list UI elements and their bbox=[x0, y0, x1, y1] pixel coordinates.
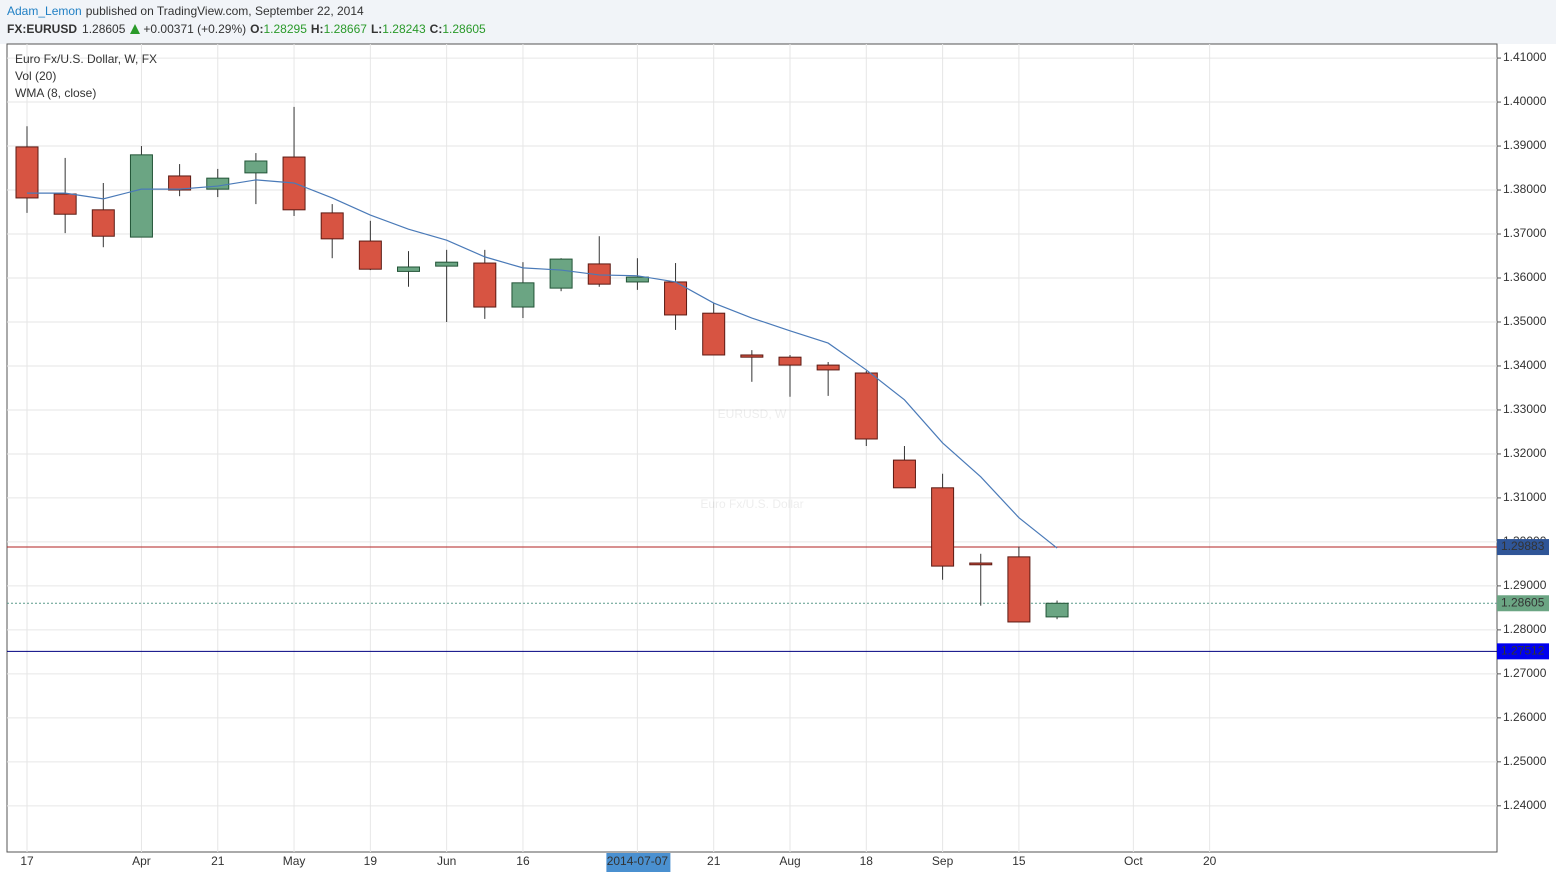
candle-body bbox=[15, 146, 39, 199]
candle-body bbox=[358, 240, 382, 270]
candle-body bbox=[931, 487, 955, 567]
symbol: FX:EURUSD bbox=[7, 22, 77, 36]
y-tick-label: 1.35000 bbox=[1503, 314, 1547, 328]
legend-entry: WMA (8, close) bbox=[15, 86, 96, 100]
candle-body bbox=[740, 354, 764, 358]
candle-body bbox=[206, 177, 230, 190]
candle-body bbox=[702, 312, 726, 356]
candle-body bbox=[892, 459, 916, 489]
y-tick-label: 1.25000 bbox=[1503, 754, 1547, 768]
candle-body bbox=[435, 261, 459, 267]
candle-body bbox=[778, 356, 802, 366]
ohlc-label: C: bbox=[430, 22, 443, 36]
x-tick-label: 2014-07-07 bbox=[607, 854, 669, 868]
x-tick-label: 15 bbox=[1012, 854, 1026, 868]
ohlc-label: O: bbox=[250, 22, 263, 36]
y-tick-label: 1.32000 bbox=[1503, 446, 1547, 460]
y-tick-label: 1.24000 bbox=[1503, 798, 1547, 812]
y-tick-label: 1.33000 bbox=[1503, 402, 1547, 416]
y-tick-label: 1.41000 bbox=[1503, 50, 1547, 64]
wma-line bbox=[27, 179, 1058, 549]
author[interactable]: Adam_Lemon bbox=[7, 4, 82, 18]
last: 1.28605 bbox=[82, 22, 126, 36]
x-tick-label: 18 bbox=[860, 854, 874, 868]
y-tick-label: 1.39000 bbox=[1503, 138, 1547, 152]
price-label: 1.29883 bbox=[1501, 539, 1545, 553]
ohlc-value: 1.28605 bbox=[442, 22, 486, 36]
ohlc-label: L: bbox=[371, 22, 382, 36]
price-label-bg bbox=[1497, 595, 1549, 612]
y-tick-label: 1.36000 bbox=[1503, 270, 1547, 284]
up-arrow bbox=[130, 24, 140, 34]
candle-body bbox=[511, 282, 535, 308]
header-bar bbox=[0, 0, 1556, 44]
candle-body bbox=[244, 160, 268, 174]
x-tick-label: 19 bbox=[364, 854, 378, 868]
candle-body bbox=[473, 262, 497, 308]
price-label-bg bbox=[1497, 643, 1549, 660]
y-tick-label: 1.31000 bbox=[1503, 490, 1547, 504]
y-tick-label: 1.38000 bbox=[1503, 182, 1547, 196]
ohlc-value: 1.28295 bbox=[264, 22, 308, 36]
watermark: EURUSD, W bbox=[718, 407, 787, 421]
legend-entry: Vol (20) bbox=[15, 69, 56, 83]
y-tick-label: 1.34000 bbox=[1503, 358, 1547, 372]
candle-body bbox=[854, 372, 878, 440]
x-tick-label: May bbox=[283, 854, 306, 868]
y-tick-label: 1.26000 bbox=[1503, 710, 1547, 724]
candle-body bbox=[549, 258, 573, 289]
change: +0.00371 (+0.29%) bbox=[143, 22, 246, 36]
x-tick-label: Aug bbox=[779, 854, 800, 868]
candle-body bbox=[168, 175, 192, 191]
plot-border bbox=[6, 43, 1498, 853]
candle-body bbox=[320, 212, 344, 240]
price-label-bg bbox=[1497, 539, 1549, 556]
candle-body bbox=[53, 193, 77, 215]
candle-body bbox=[129, 154, 153, 238]
candle-body bbox=[1045, 602, 1069, 618]
x-tick-label: Apr bbox=[132, 854, 151, 868]
x-tick-label: 16 bbox=[516, 854, 530, 868]
y-tick-label: 1.40000 bbox=[1503, 94, 1547, 108]
x-tick-label: 17 bbox=[20, 854, 34, 868]
x-tick-label: 21 bbox=[707, 854, 721, 868]
published: published on TradingView.com, September … bbox=[86, 4, 364, 18]
x-tick-label: 21 bbox=[211, 854, 225, 868]
ohlc-value: 1.28667 bbox=[324, 22, 368, 36]
candle-body bbox=[397, 266, 420, 272]
y-tick-label: 1.28000 bbox=[1503, 622, 1547, 636]
candle-body bbox=[91, 209, 115, 237]
candle-body bbox=[664, 281, 688, 316]
ohlc-label: H: bbox=[311, 22, 324, 36]
y-tick-label: 1.29000 bbox=[1503, 578, 1547, 592]
x-tick-label: Sep bbox=[932, 854, 954, 868]
publish-line: Adam_Lemon published on TradingView.com, … bbox=[7, 4, 364, 18]
crosshair-label-bg bbox=[606, 853, 671, 872]
legend-entry: Euro Fx/U.S. Dollar, W, FX bbox=[15, 52, 157, 66]
x-tick-label: 20 bbox=[1203, 854, 1217, 868]
candle-body bbox=[816, 364, 840, 371]
candle-body bbox=[625, 276, 649, 283]
y-tick-label: 1.37000 bbox=[1503, 226, 1547, 240]
price-label: 1.27512 bbox=[1501, 644, 1545, 658]
candle-body bbox=[1007, 556, 1031, 623]
price-label: 1.28605 bbox=[1501, 595, 1545, 609]
candle-body bbox=[969, 562, 993, 566]
y-tick-label: 1.27000 bbox=[1503, 666, 1547, 680]
quote-line: FX:EURUSD 1.28605 +0.00371 (+0.29%) O:1.282… bbox=[7, 22, 486, 36]
x-tick-label: Jun bbox=[437, 854, 456, 868]
ohlc-value: 1.28243 bbox=[382, 22, 426, 36]
watermark: Euro Fx/U.S. Dollar bbox=[700, 497, 803, 511]
x-tick-label: Oct bbox=[1124, 854, 1143, 868]
